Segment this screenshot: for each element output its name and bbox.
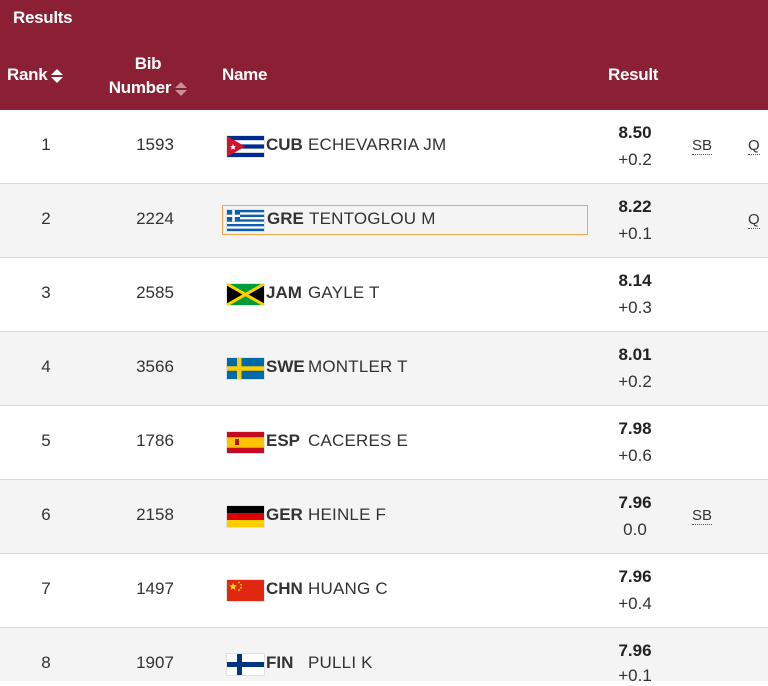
result-mark: 8.22	[618, 197, 652, 216]
rank-cell: 5	[41, 431, 51, 450]
wind-value: +0.3	[618, 298, 652, 317]
sort-by-rank-header[interactable]: Rank	[7, 63, 64, 87]
rank-cell: 8	[41, 653, 51, 672]
country-code: GRE	[267, 209, 304, 228]
bib-cell: 1497	[136, 579, 174, 598]
result-mark: 8.50	[618, 123, 652, 142]
qualified-badge[interactable]: Q	[748, 211, 760, 229]
bib-cell: 2224	[136, 209, 174, 228]
table-row: 1 1593 CUB ECHEVARRIA JM 8.50 +0.2 SB Q	[0, 110, 768, 184]
sort-by-bib-header[interactable]: Bib Number	[100, 52, 196, 100]
bib-cell: 3566	[136, 357, 174, 376]
flag-germany-icon	[227, 506, 264, 527]
athlete-link[interactable]: FIN PULLI K	[222, 649, 588, 679]
athlete-name: ECHEVARRIA JM	[308, 135, 447, 154]
table-row: 2 2224 GRE TENTOGLOU M 8.22 +0.1 Q	[0, 184, 768, 258]
athlete-name: GAYLE T	[308, 283, 380, 302]
athlete-link[interactable]: CHN HUANG C	[222, 575, 588, 605]
bib-header-label-line1: Bib	[134, 54, 162, 73]
bib-cell: 2158	[136, 505, 174, 524]
table-row: 8 1907 FIN PULLI K 7.96 +0.1	[0, 628, 768, 685]
wind-value: +0.2	[618, 372, 652, 391]
country-code: FIN	[266, 653, 294, 672]
result-mark: 7.96	[618, 567, 652, 586]
qualified-badge[interactable]: Q	[748, 137, 760, 155]
country-code: CHN	[266, 579, 303, 598]
athlete-name: PULLI K	[308, 653, 373, 672]
result-mark: 8.14	[618, 271, 652, 290]
athlete-link[interactable]: CUB ECHEVARRIA JM	[222, 131, 588, 161]
country-code: CUB	[266, 135, 303, 154]
athlete-link[interactable]: GRE TENTOGLOU M	[222, 205, 588, 235]
country-code: ESP	[266, 431, 301, 450]
bib-cell: 2585	[136, 283, 174, 302]
flag-china-icon	[227, 580, 264, 601]
country-code: SWE	[266, 357, 305, 376]
athlete-link[interactable]: GER HEINLE F	[222, 501, 588, 531]
table-row: 5 1786 ESP CACERES E 7.98 +0.6	[0, 406, 768, 480]
bib-cell: 1907	[136, 653, 174, 672]
bib-cell: 1786	[136, 431, 174, 450]
flag-sweden-icon	[227, 358, 264, 379]
bib-header-label-line2: Number	[108, 78, 172, 97]
athlete-name: CACERES E	[308, 431, 409, 450]
wind-value: +0.1	[618, 224, 652, 243]
rank-cell: 6	[41, 505, 51, 524]
name-header: Name	[222, 65, 268, 84]
season-best-badge[interactable]: SB	[692, 137, 713, 155]
athlete-link[interactable]: SWE MONTLER T	[222, 353, 588, 383]
athlete-name: TENTOGLOU M	[309, 209, 436, 228]
table-row: 7 1497 CHN HUANG C 7.96 +0.4	[0, 554, 768, 628]
wind-value: +0.2	[618, 150, 652, 169]
wind-value: +0.6	[618, 446, 652, 465]
wind-value: 0.0	[623, 520, 647, 539]
sort-arrows-icon	[51, 67, 64, 85]
country-code: GER	[266, 505, 303, 524]
flag-cuba-icon	[227, 136, 264, 157]
rank-cell: 4	[41, 357, 51, 376]
result-header: Result	[608, 65, 659, 84]
sort-arrows-icon	[175, 80, 188, 98]
table-row: 6 2158 GER HEINLE F 7.96 0.0 SB	[0, 480, 768, 554]
result-mark: 7.96	[618, 493, 652, 512]
wind-value: +0.1	[618, 666, 652, 685]
results-title: Results	[13, 8, 73, 27]
rank-cell: 2	[41, 209, 51, 228]
athlete-name: HEINLE F	[308, 505, 387, 524]
wind-value: +0.4	[618, 594, 652, 613]
flag-jamaica-icon	[227, 284, 264, 305]
athlete-name: HUANG C	[308, 579, 388, 598]
result-mark: 8.01	[618, 345, 652, 364]
athlete-link[interactable]: ESP CACERES E	[222, 427, 588, 457]
result-mark: 7.98	[618, 419, 652, 438]
table-row: 4 3566 SWE MONTLER T 8.01 +0.2	[0, 332, 768, 406]
table-row: 3 2585 JAM GAYLE T 8.14 +0.3	[0, 258, 768, 332]
rank-header-label: Rank	[7, 65, 48, 84]
results-header: Results Rank Bib Number Name Result	[0, 0, 768, 110]
flag-finland-icon	[227, 654, 264, 675]
flag-spain-icon	[227, 432, 264, 453]
country-code: JAM	[266, 283, 302, 302]
rank-cell: 1	[41, 135, 51, 154]
athlete-name: MONTLER T	[308, 357, 408, 376]
athlete-link[interactable]: JAM GAYLE T	[222, 279, 588, 309]
rank-cell: 7	[41, 579, 51, 598]
result-mark: 7.96	[618, 641, 652, 660]
bib-cell: 1593	[136, 135, 174, 154]
rank-cell: 3	[41, 283, 51, 302]
flag-greece-icon	[227, 210, 264, 231]
season-best-badge[interactable]: SB	[692, 507, 713, 525]
